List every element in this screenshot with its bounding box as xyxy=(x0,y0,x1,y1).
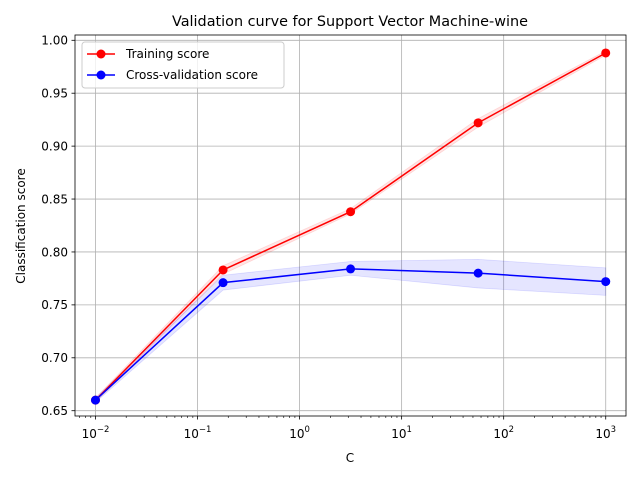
data-point-0 xyxy=(218,265,228,275)
x-tick-label: 100 xyxy=(289,425,310,441)
data-point-1 xyxy=(218,278,228,288)
legend-frame xyxy=(81,41,285,89)
legend-entry-training: Training score xyxy=(87,47,209,61)
grid xyxy=(75,35,626,416)
data-point-1 xyxy=(473,268,483,278)
x-tick-label: 10−1 xyxy=(184,425,212,441)
legend: Training score Cross-validation score xyxy=(81,41,285,89)
plot-frame xyxy=(74,34,627,417)
plot-background xyxy=(75,35,626,416)
y-tick-label: 0.95 xyxy=(41,87,68,101)
confidence-band-1 xyxy=(95,258,607,404)
y-tick-label: 0.70 xyxy=(41,351,68,365)
legend-label-training: Training score xyxy=(125,47,209,61)
data-point-0 xyxy=(473,118,483,128)
plot-area xyxy=(74,34,627,417)
legend-label-cross-validation: Cross-validation score xyxy=(126,68,258,82)
x-tick-label: 10−2 xyxy=(82,425,110,441)
x-axis-label: C xyxy=(346,451,354,465)
x-axis: 10−2 10−1 100 101 102 103 xyxy=(79,416,616,441)
legend-marker-cross-validation xyxy=(96,70,106,80)
series-lines xyxy=(90,48,611,405)
data-point-0 xyxy=(346,207,356,217)
x-tick-label: 101 xyxy=(391,425,412,441)
x-tick-label: 102 xyxy=(493,425,514,441)
data-point-1 xyxy=(90,395,100,405)
y-axis: 0.65 0.70 0.75 0.80 0.85 0.90 0.95 1.00 xyxy=(41,34,75,418)
legend-marker-training xyxy=(96,49,106,59)
legend-entry-cross-validation: Cross-validation score xyxy=(87,68,258,82)
data-point-1 xyxy=(601,277,611,287)
y-tick-label: 0.65 xyxy=(41,404,68,418)
y-tick-label: 1.00 xyxy=(41,34,68,48)
data-point-1 xyxy=(346,264,356,274)
x-tick-label: 103 xyxy=(595,425,616,441)
chart-title: Validation curve for Support Vector Mach… xyxy=(172,14,528,30)
data-point-0 xyxy=(601,48,611,58)
y-tick-label: 0.90 xyxy=(41,139,68,153)
y-axis-label: Classification score xyxy=(14,168,28,283)
y-tick-label: 0.85 xyxy=(41,192,68,206)
y-tick-label: 0.80 xyxy=(41,245,68,259)
y-tick-label: 0.75 xyxy=(41,298,68,312)
